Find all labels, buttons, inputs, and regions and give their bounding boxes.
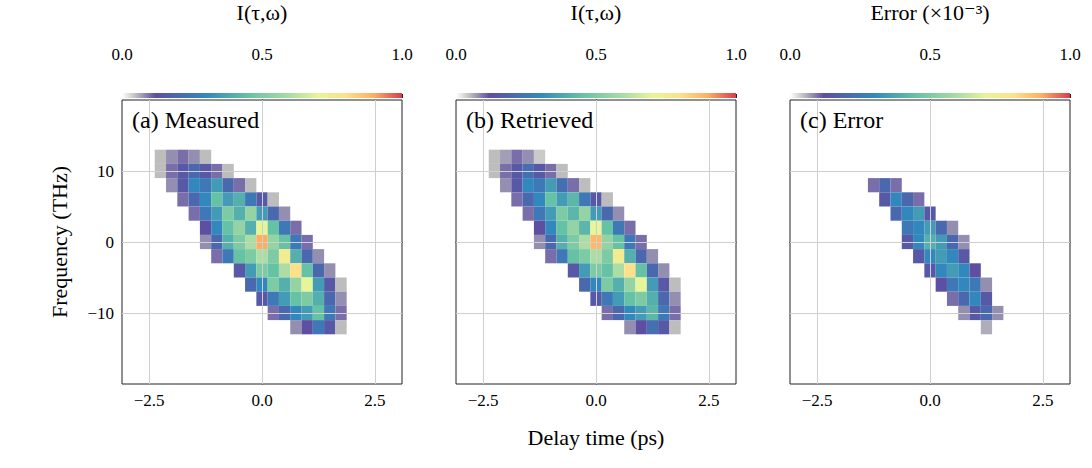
- svg-text:−2.5: −2.5: [802, 391, 833, 410]
- svg-text:2.5: 2.5: [364, 391, 385, 410]
- svg-text:0.0: 0.0: [111, 45, 132, 64]
- svg-text:0.0: 0.0: [251, 391, 272, 410]
- svg-text:2.5: 2.5: [1032, 391, 1053, 410]
- svg-text:I(τ,ω): I(τ,ω): [237, 0, 288, 25]
- svg-text:Error (×10⁻³): Error (×10⁻³): [870, 0, 989, 25]
- svg-text:0.5: 0.5: [919, 45, 940, 64]
- svg-text:(c) Error: (c) Error: [800, 107, 883, 133]
- svg-text:0.5: 0.5: [251, 45, 272, 64]
- svg-text:0.5: 0.5: [585, 45, 606, 64]
- svg-text:10: 10: [97, 162, 114, 181]
- svg-text:1.0: 1.0: [1059, 45, 1080, 64]
- svg-text:Frequency (THz): Frequency (THz): [47, 166, 72, 318]
- svg-text:(a) Measured: (a) Measured: [132, 107, 259, 133]
- svg-text:0: 0: [106, 233, 115, 252]
- svg-text:(b) Retrieved: (b) Retrieved: [466, 107, 593, 133]
- svg-text:0.0: 0.0: [919, 391, 940, 410]
- svg-text:2.5: 2.5: [698, 391, 719, 410]
- svg-text:−2.5: −2.5: [468, 391, 499, 410]
- svg-text:−10: −10: [87, 304, 114, 323]
- svg-text:0.0: 0.0: [585, 391, 606, 410]
- svg-text:1.0: 1.0: [725, 45, 746, 64]
- svg-text:0.0: 0.0: [779, 45, 800, 64]
- svg-text:Delay time (ps): Delay time (ps): [528, 425, 665, 450]
- svg-text:0.0: 0.0: [445, 45, 466, 64]
- svg-text:I(τ,ω): I(τ,ω): [571, 0, 622, 25]
- svg-text:1.0: 1.0: [391, 45, 412, 64]
- svg-text:−2.5: −2.5: [134, 391, 165, 410]
